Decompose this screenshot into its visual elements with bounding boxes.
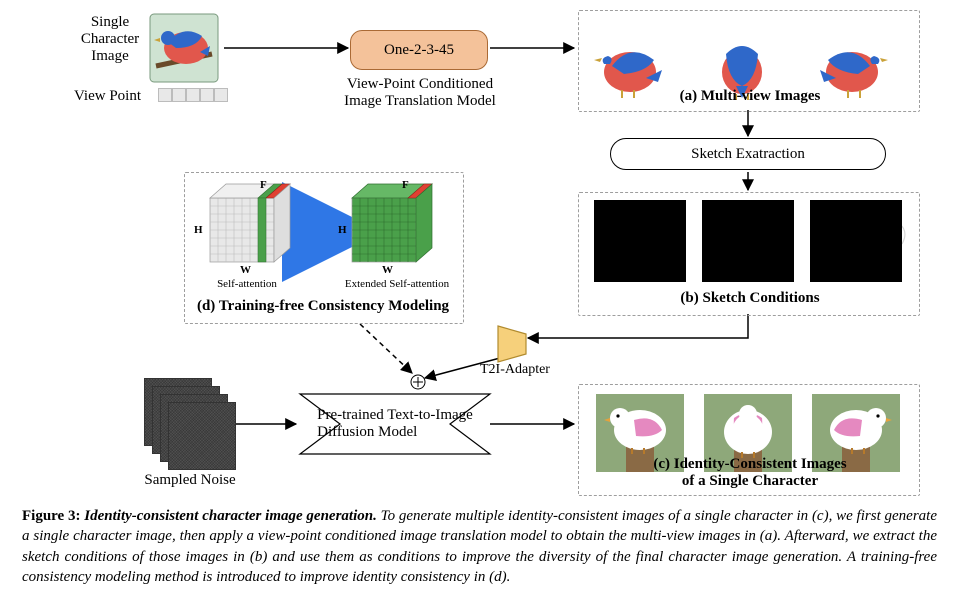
ext-attn-label: Extended Self-attention	[332, 278, 462, 290]
figure-caption: Figure 3: Identity-consistent character …	[22, 506, 937, 587]
sketch-tile-1	[594, 200, 686, 282]
results-caption: (c) Identity-Consistent Images of a Sing…	[600, 456, 900, 491]
caption-title: Identity-consistent character image gene…	[84, 508, 380, 524]
sketch-caption: (b) Sketch Conditions	[640, 290, 860, 307]
noise-label: Sampled Noise	[130, 472, 250, 489]
one2345-text: One-2-3-45	[384, 42, 454, 59]
one2345-block: One-2-3-45	[350, 30, 488, 70]
self-attn-label: Self-attention	[204, 278, 290, 290]
cubeB-F: F	[402, 179, 409, 191]
consistency-caption: (d) Training-free Consistency Modeling	[184, 298, 462, 315]
sketch-extraction-box: Sketch Exatraction	[610, 138, 886, 170]
cubeB-W: W	[382, 264, 393, 276]
viewpoint-label: View Point	[74, 88, 154, 105]
cubeB-H: H	[338, 224, 347, 236]
cubeA-F: F	[260, 179, 267, 191]
diffusion-model: Pre-trained Text-to-Image Diffusion Mode…	[306, 400, 484, 448]
sketch-tile-2	[702, 200, 794, 282]
cubeA-W: W	[240, 264, 251, 276]
input-image-label: Single Character Image	[74, 14, 146, 65]
cubeA-H: H	[194, 224, 203, 236]
sketch-extraction-label: Sketch Exatraction	[691, 146, 805, 163]
viewpoint-model-sub: View-Point Conditioned Image Translation…	[310, 76, 530, 110]
sketch-tile-3	[810, 200, 902, 282]
caption-lead: Figure 3:	[22, 508, 84, 524]
multiview-caption: (a) Multi-view Images	[640, 88, 860, 105]
t2i-adapter-label: T2I-Adapter	[480, 362, 580, 378]
diffusion-label: Pre-trained Text-to-Image Diffusion Mode…	[317, 407, 473, 441]
